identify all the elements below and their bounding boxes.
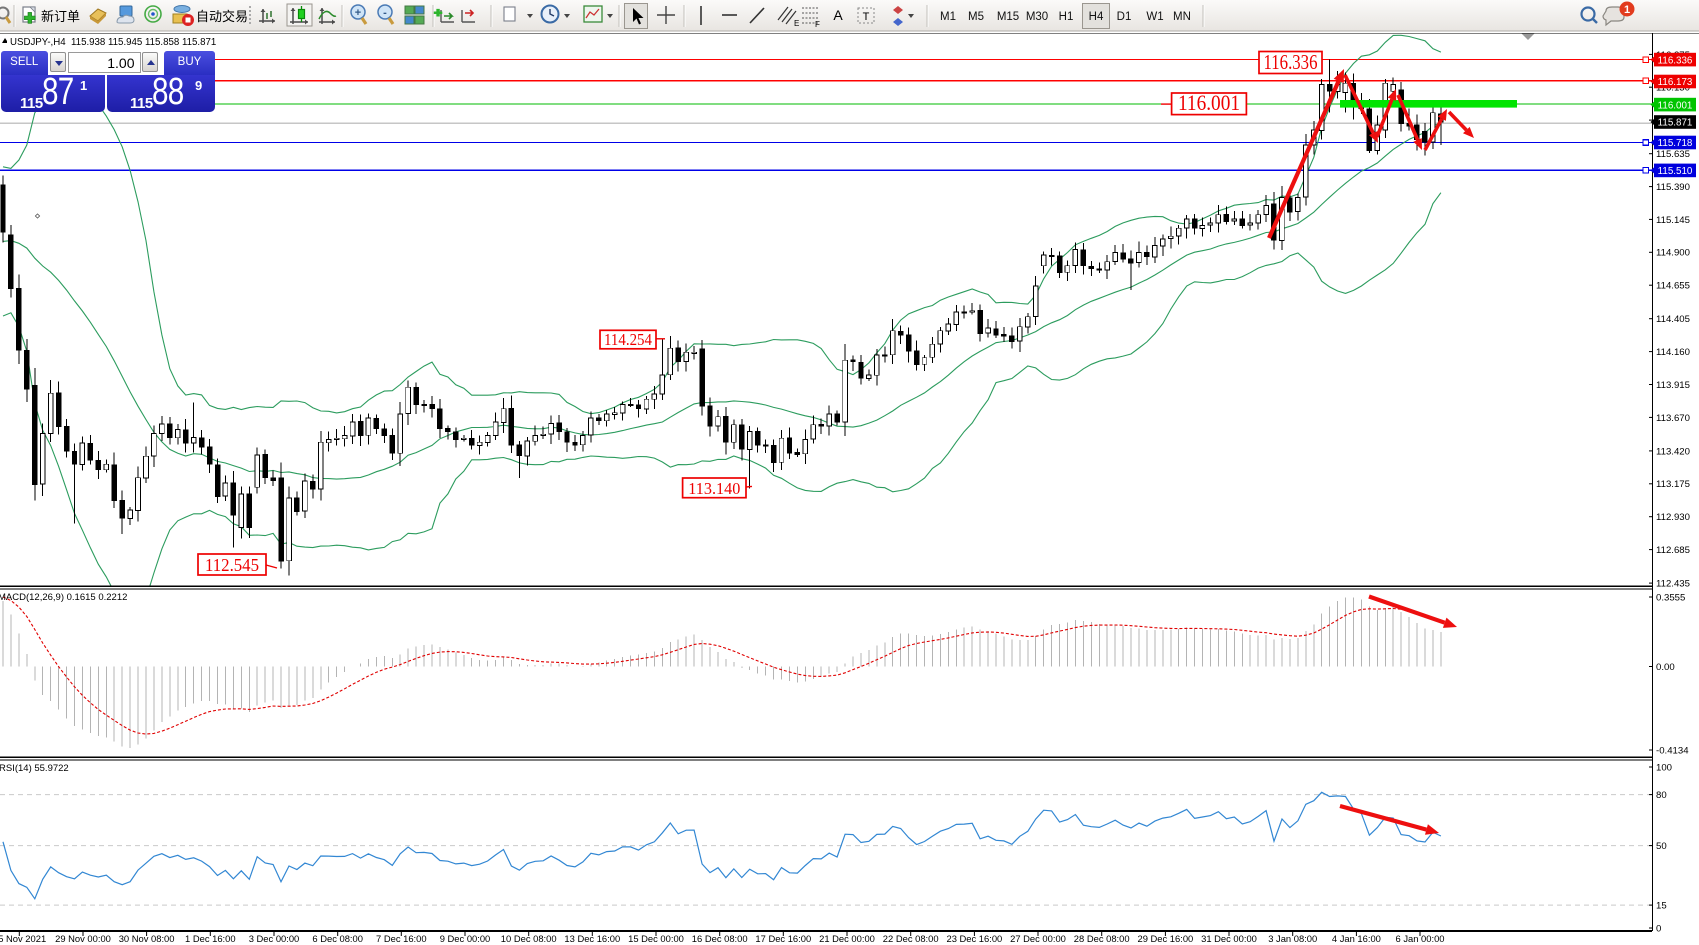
svg-text:112.435: 112.435	[1656, 579, 1690, 590]
svg-text:4 Jan 16:00: 4 Jan 16:00	[1332, 933, 1381, 944]
svg-text:113.140: 113.140	[688, 479, 740, 498]
svg-text:USDJPY-,H4 115.938 115.945 11: USDJPY-,H4 115.938 115.945 115.858 115.8…	[10, 37, 216, 48]
svg-text:115.510: 115.510	[1658, 166, 1693, 177]
svg-text:112.930: 112.930	[1656, 512, 1690, 523]
svg-text:-0.4134: -0.4134	[1656, 745, 1689, 756]
svg-text:1: 1	[1624, 4, 1630, 16]
svg-text:31 Dec 00:00: 31 Dec 00:00	[1201, 933, 1257, 944]
svg-text:115.635: 115.635	[1656, 149, 1690, 160]
svg-text:50: 50	[1656, 841, 1667, 852]
svg-text:114.254: 114.254	[604, 330, 652, 349]
svg-text:15 Dec 00:00: 15 Dec 00:00	[628, 933, 684, 944]
svg-text:113.175: 113.175	[1656, 479, 1690, 490]
svg-text:MN: MN	[1173, 11, 1191, 23]
svg-text:RSI(14) 55.9722: RSI(14) 55.9722	[0, 763, 69, 774]
svg-text:23 Dec 16:00: 23 Dec 16:00	[947, 933, 1003, 944]
svg-text:+: +	[355, 7, 361, 19]
svg-text:113.915: 113.915	[1656, 380, 1690, 391]
svg-text:114.160: 114.160	[1656, 347, 1690, 358]
svg-text:100: 100	[1656, 762, 1672, 773]
svg-text:3 Dec 00:00: 3 Dec 00:00	[249, 933, 300, 944]
svg-text:21 Dec 00:00: 21 Dec 00:00	[819, 933, 875, 944]
svg-text:30 Nov 08:00: 30 Nov 08:00	[119, 933, 175, 944]
svg-text:0.3555: 0.3555	[1656, 592, 1685, 603]
svg-text:116.173: 116.173	[1658, 77, 1693, 88]
svg-text:0.00: 0.00	[1656, 662, 1675, 673]
svg-text:27 Dec 00:00: 27 Dec 00:00	[1010, 933, 1066, 944]
svg-text:3 Jan 08:00: 3 Jan 08:00	[1268, 933, 1317, 944]
svg-text:114.655: 114.655	[1656, 281, 1690, 292]
svg-text:29 Dec 16:00: 29 Dec 16:00	[1138, 933, 1194, 944]
svg-text:113.670: 113.670	[1656, 413, 1690, 424]
svg-text:13 Dec 16:00: 13 Dec 16:00	[564, 933, 620, 944]
svg-text:9 Dec 00:00: 9 Dec 00:00	[440, 933, 491, 944]
svg-text:115.390: 115.390	[1656, 182, 1690, 193]
svg-text:10 Dec 08:00: 10 Dec 08:00	[501, 933, 557, 944]
svg-text:H1: H1	[1059, 11, 1074, 23]
svg-text:29 Nov 00:00: 29 Nov 00:00	[55, 933, 111, 944]
svg-text:17 Dec 16:00: 17 Dec 16:00	[755, 933, 811, 944]
svg-text:114.405: 114.405	[1656, 314, 1690, 325]
svg-text:115.871: 115.871	[1658, 118, 1693, 129]
svg-text:D1: D1	[1117, 11, 1132, 23]
svg-text:113.420: 113.420	[1656, 446, 1690, 457]
svg-text:80: 80	[1656, 790, 1667, 801]
svg-text:MACD(12,26,9) 0.1615 0.2212: MACD(12,26,9) 0.1615 0.2212	[0, 592, 127, 603]
svg-text:F: F	[815, 20, 820, 29]
svg-text:A: A	[833, 7, 843, 23]
svg-text:15: 15	[1656, 901, 1667, 912]
svg-text:7 Dec 16:00: 7 Dec 16:00	[376, 933, 427, 944]
svg-text:28 Dec 08:00: 28 Dec 08:00	[1074, 933, 1130, 944]
svg-text:115.718: 115.718	[1658, 138, 1693, 149]
svg-text:25 Nov 2021: 25 Nov 2021	[0, 933, 46, 944]
svg-text:W1: W1	[1146, 11, 1163, 23]
svg-text:6 Dec 08:00: 6 Dec 08:00	[312, 933, 363, 944]
svg-text:6 Jan 00:00: 6 Jan 00:00	[1396, 933, 1445, 944]
svg-text:114.900: 114.900	[1656, 248, 1690, 259]
svg-text:0: 0	[1656, 923, 1661, 934]
svg-text:116.001: 116.001	[1178, 90, 1240, 115]
svg-text:116.336: 116.336	[1658, 55, 1693, 66]
svg-text:112.685: 112.685	[1656, 545, 1690, 556]
svg-text:新订单: 新订单	[41, 9, 80, 24]
svg-text:16 Dec 08:00: 16 Dec 08:00	[692, 933, 748, 944]
svg-text:116.001: 116.001	[1658, 100, 1693, 111]
svg-text:115.145: 115.145	[1656, 215, 1690, 226]
svg-text:116.336: 116.336	[1264, 50, 1318, 74]
svg-text:-: -	[383, 7, 387, 19]
svg-text:1 Dec 16:00: 1 Dec 16:00	[185, 933, 236, 944]
svg-text:T: T	[863, 11, 870, 23]
svg-text:22 Dec 08:00: 22 Dec 08:00	[883, 933, 939, 944]
svg-text:自动交易: 自动交易	[196, 9, 248, 24]
svg-text:112.545: 112.545	[205, 555, 259, 575]
svg-text:H4: H4	[1089, 11, 1104, 23]
svg-text:E: E	[794, 19, 799, 28]
svg-text:M1: M1	[940, 11, 956, 23]
svg-text:M5: M5	[968, 11, 984, 23]
svg-text:M15: M15	[997, 11, 1019, 23]
svg-text:M30: M30	[1026, 11, 1048, 23]
